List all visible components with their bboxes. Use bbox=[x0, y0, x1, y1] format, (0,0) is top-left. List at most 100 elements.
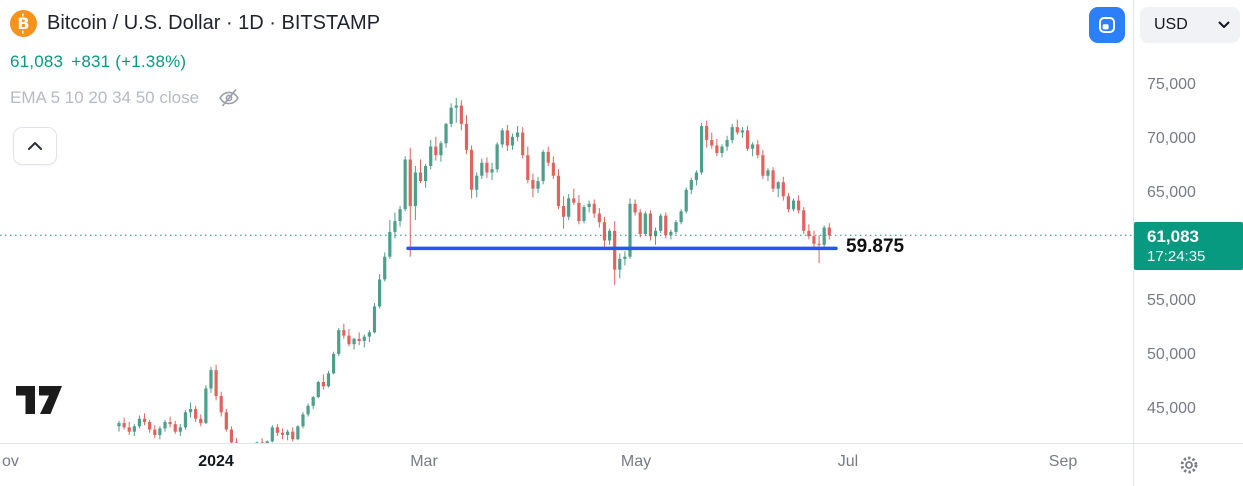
candle bbox=[515, 126, 520, 142]
candle bbox=[178, 424, 182, 436]
candle bbox=[408, 147, 412, 257]
candlestick-chart[interactable] bbox=[0, 0, 1133, 443]
y-tick-label: 75,000 bbox=[1147, 76, 1196, 93]
ray-price-label: 59.875 bbox=[846, 236, 905, 258]
collapse-legend-button[interactable] bbox=[13, 127, 57, 165]
indicator-legend-label[interactable]: EMA 5 10 20 34 50 close bbox=[10, 88, 200, 107]
current-price-badge: 61,083 17:24:35 bbox=[1134, 222, 1243, 271]
candle bbox=[393, 212, 397, 239]
last-price: 61,083 bbox=[10, 52, 64, 71]
candle bbox=[674, 220, 678, 235]
candle bbox=[122, 417, 126, 430]
candle bbox=[597, 208, 601, 228]
gear-icon[interactable] bbox=[1178, 454, 1200, 476]
candle bbox=[188, 402, 193, 418]
candle bbox=[572, 188, 576, 205]
candle bbox=[475, 172, 479, 198]
candle bbox=[362, 334, 366, 348]
candle bbox=[316, 380, 320, 399]
eye-off-icon[interactable] bbox=[217, 86, 241, 110]
candle bbox=[326, 371, 331, 388]
candle bbox=[464, 115, 469, 155]
candle bbox=[551, 156, 555, 179]
candle bbox=[194, 405, 198, 422]
candle bbox=[127, 421, 131, 435]
x-axis-label: ov bbox=[2, 453, 19, 470]
time-axis[interactable]: ov 2024 Mar May Jul Sep bbox=[0, 444, 1133, 486]
candle bbox=[490, 162, 494, 181]
candle bbox=[372, 303, 377, 334]
candle bbox=[342, 323, 346, 339]
candle bbox=[546, 146, 550, 166]
candle bbox=[357, 332, 361, 346]
candle bbox=[117, 420, 121, 432]
candle bbox=[791, 198, 796, 212]
candle bbox=[260, 438, 264, 443]
candle bbox=[378, 274, 382, 309]
candle bbox=[132, 424, 136, 436]
y-tick-label: 65,000 bbox=[1147, 184, 1196, 201]
candle bbox=[638, 209, 642, 238]
candle bbox=[812, 230, 816, 250]
candle bbox=[567, 194, 571, 220]
candle bbox=[434, 136, 438, 161]
candle bbox=[745, 126, 750, 151]
candle bbox=[168, 416, 172, 428]
candle bbox=[613, 221, 617, 285]
candle bbox=[781, 176, 785, 201]
candle bbox=[296, 425, 300, 441]
symbol-title[interactable]: Bitcoin / U.S. Dollar · 1D · BITSTAMP bbox=[47, 12, 381, 34]
price-scale[interactable]: 61,083 17:24:35 75,000 70,000 65,000 55,000… bbox=[1134, 0, 1243, 443]
candle bbox=[383, 252, 387, 282]
candle bbox=[485, 157, 489, 178]
tradingview-logo[interactable] bbox=[16, 386, 62, 414]
candle bbox=[699, 122, 704, 175]
candle bbox=[776, 181, 780, 198]
currency-dropdown[interactable]: USD bbox=[1140, 7, 1240, 43]
candle bbox=[592, 199, 596, 218]
price-summary: 61,083 +831 (+1.38%) bbox=[10, 52, 380, 72]
candle bbox=[679, 209, 683, 225]
price-change: +831 (+1.38%) bbox=[71, 52, 187, 71]
svg-text:B: B bbox=[17, 14, 29, 33]
candle bbox=[183, 410, 188, 430]
candle bbox=[398, 205, 402, 227]
candle bbox=[352, 337, 356, 350]
candle bbox=[643, 211, 647, 237]
candle bbox=[148, 419, 152, 433]
candle bbox=[332, 351, 336, 375]
fullscreen-button[interactable] bbox=[1089, 7, 1125, 43]
candle bbox=[275, 424, 280, 436]
candle bbox=[480, 158, 484, 179]
candle bbox=[347, 329, 351, 347]
x-axis-label: May bbox=[620, 453, 652, 470]
candle bbox=[495, 142, 499, 173]
candle bbox=[705, 120, 709, 148]
candle bbox=[786, 193, 791, 213]
y-tick-label: 50,000 bbox=[1147, 346, 1196, 363]
candle bbox=[807, 224, 811, 240]
candle bbox=[163, 419, 167, 432]
candle bbox=[751, 142, 755, 157]
candle bbox=[270, 425, 274, 443]
candle bbox=[280, 428, 285, 440]
candle bbox=[684, 187, 688, 214]
candle bbox=[694, 170, 699, 186]
candle bbox=[521, 127, 525, 159]
chevron-up-icon bbox=[27, 141, 43, 151]
x-axis-label: Sep bbox=[1048, 453, 1078, 470]
candle bbox=[510, 133, 515, 150]
candle bbox=[454, 97, 458, 123]
candle bbox=[664, 212, 668, 239]
candle bbox=[204, 385, 208, 425]
candle bbox=[802, 207, 806, 235]
candle bbox=[337, 328, 341, 357]
bitcoin-logo-icon: B bbox=[10, 10, 37, 37]
candle bbox=[291, 427, 295, 442]
badge-price: 61,083 bbox=[1147, 227, 1199, 247]
candle bbox=[689, 177, 693, 195]
candle bbox=[541, 149, 545, 185]
y-tick-label: 45,000 bbox=[1147, 400, 1196, 417]
time-axis-separator bbox=[0, 443, 1243, 444]
